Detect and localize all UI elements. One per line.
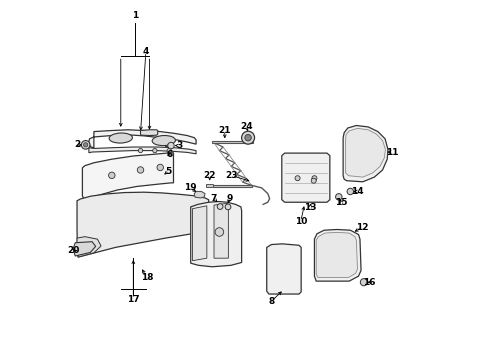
Text: 6: 6 bbox=[166, 150, 173, 159]
Polygon shape bbox=[140, 130, 158, 135]
Polygon shape bbox=[190, 202, 241, 267]
Polygon shape bbox=[192, 206, 206, 261]
Circle shape bbox=[215, 228, 223, 236]
Circle shape bbox=[152, 148, 157, 153]
Polygon shape bbox=[281, 153, 329, 202]
Circle shape bbox=[346, 188, 353, 195]
Polygon shape bbox=[266, 244, 301, 294]
Text: 13: 13 bbox=[303, 203, 316, 212]
Text: 21: 21 bbox=[218, 126, 230, 135]
Text: 7: 7 bbox=[210, 194, 217, 203]
Polygon shape bbox=[214, 203, 228, 258]
Circle shape bbox=[83, 143, 88, 147]
Polygon shape bbox=[77, 237, 101, 257]
Circle shape bbox=[224, 204, 230, 210]
Polygon shape bbox=[212, 185, 251, 187]
Circle shape bbox=[157, 164, 163, 171]
Text: 20: 20 bbox=[67, 246, 79, 255]
Text: 8: 8 bbox=[268, 297, 274, 306]
Circle shape bbox=[167, 148, 171, 153]
Polygon shape bbox=[314, 229, 360, 281]
Text: 15: 15 bbox=[334, 198, 347, 207]
Text: 23: 23 bbox=[225, 171, 238, 180]
Text: 19: 19 bbox=[184, 183, 197, 192]
Text: 9: 9 bbox=[226, 194, 232, 203]
Text: 16: 16 bbox=[362, 278, 375, 287]
Text: 2: 2 bbox=[74, 140, 81, 149]
Text: 11: 11 bbox=[385, 148, 398, 157]
Polygon shape bbox=[194, 192, 204, 198]
Text: 1: 1 bbox=[132, 11, 138, 20]
Circle shape bbox=[360, 279, 367, 286]
Text: 18: 18 bbox=[141, 273, 153, 282]
Polygon shape bbox=[89, 130, 196, 148]
Polygon shape bbox=[316, 232, 357, 278]
Circle shape bbox=[108, 172, 115, 179]
Circle shape bbox=[244, 134, 251, 141]
Text: 14: 14 bbox=[350, 187, 363, 196]
Polygon shape bbox=[343, 126, 387, 182]
Polygon shape bbox=[205, 184, 213, 187]
Circle shape bbox=[241, 131, 254, 144]
Circle shape bbox=[137, 167, 143, 173]
Ellipse shape bbox=[109, 133, 132, 143]
Text: 24: 24 bbox=[240, 122, 252, 131]
Circle shape bbox=[138, 148, 142, 153]
Circle shape bbox=[335, 194, 341, 200]
Text: 17: 17 bbox=[127, 294, 140, 303]
Polygon shape bbox=[77, 192, 208, 257]
Circle shape bbox=[81, 140, 90, 149]
Polygon shape bbox=[73, 242, 96, 256]
Circle shape bbox=[294, 176, 300, 181]
Text: 22: 22 bbox=[203, 171, 216, 180]
Polygon shape bbox=[345, 129, 385, 177]
Text: 5: 5 bbox=[165, 167, 171, 176]
Text: 3: 3 bbox=[176, 141, 182, 150]
Circle shape bbox=[311, 176, 316, 181]
Polygon shape bbox=[212, 140, 253, 143]
Text: 4: 4 bbox=[142, 47, 149, 56]
Ellipse shape bbox=[152, 135, 175, 145]
Circle shape bbox=[167, 142, 174, 149]
Polygon shape bbox=[89, 147, 196, 154]
Text: 10: 10 bbox=[294, 217, 306, 226]
Circle shape bbox=[310, 178, 316, 183]
Circle shape bbox=[217, 204, 223, 210]
Text: 12: 12 bbox=[355, 223, 367, 232]
Polygon shape bbox=[82, 153, 173, 200]
